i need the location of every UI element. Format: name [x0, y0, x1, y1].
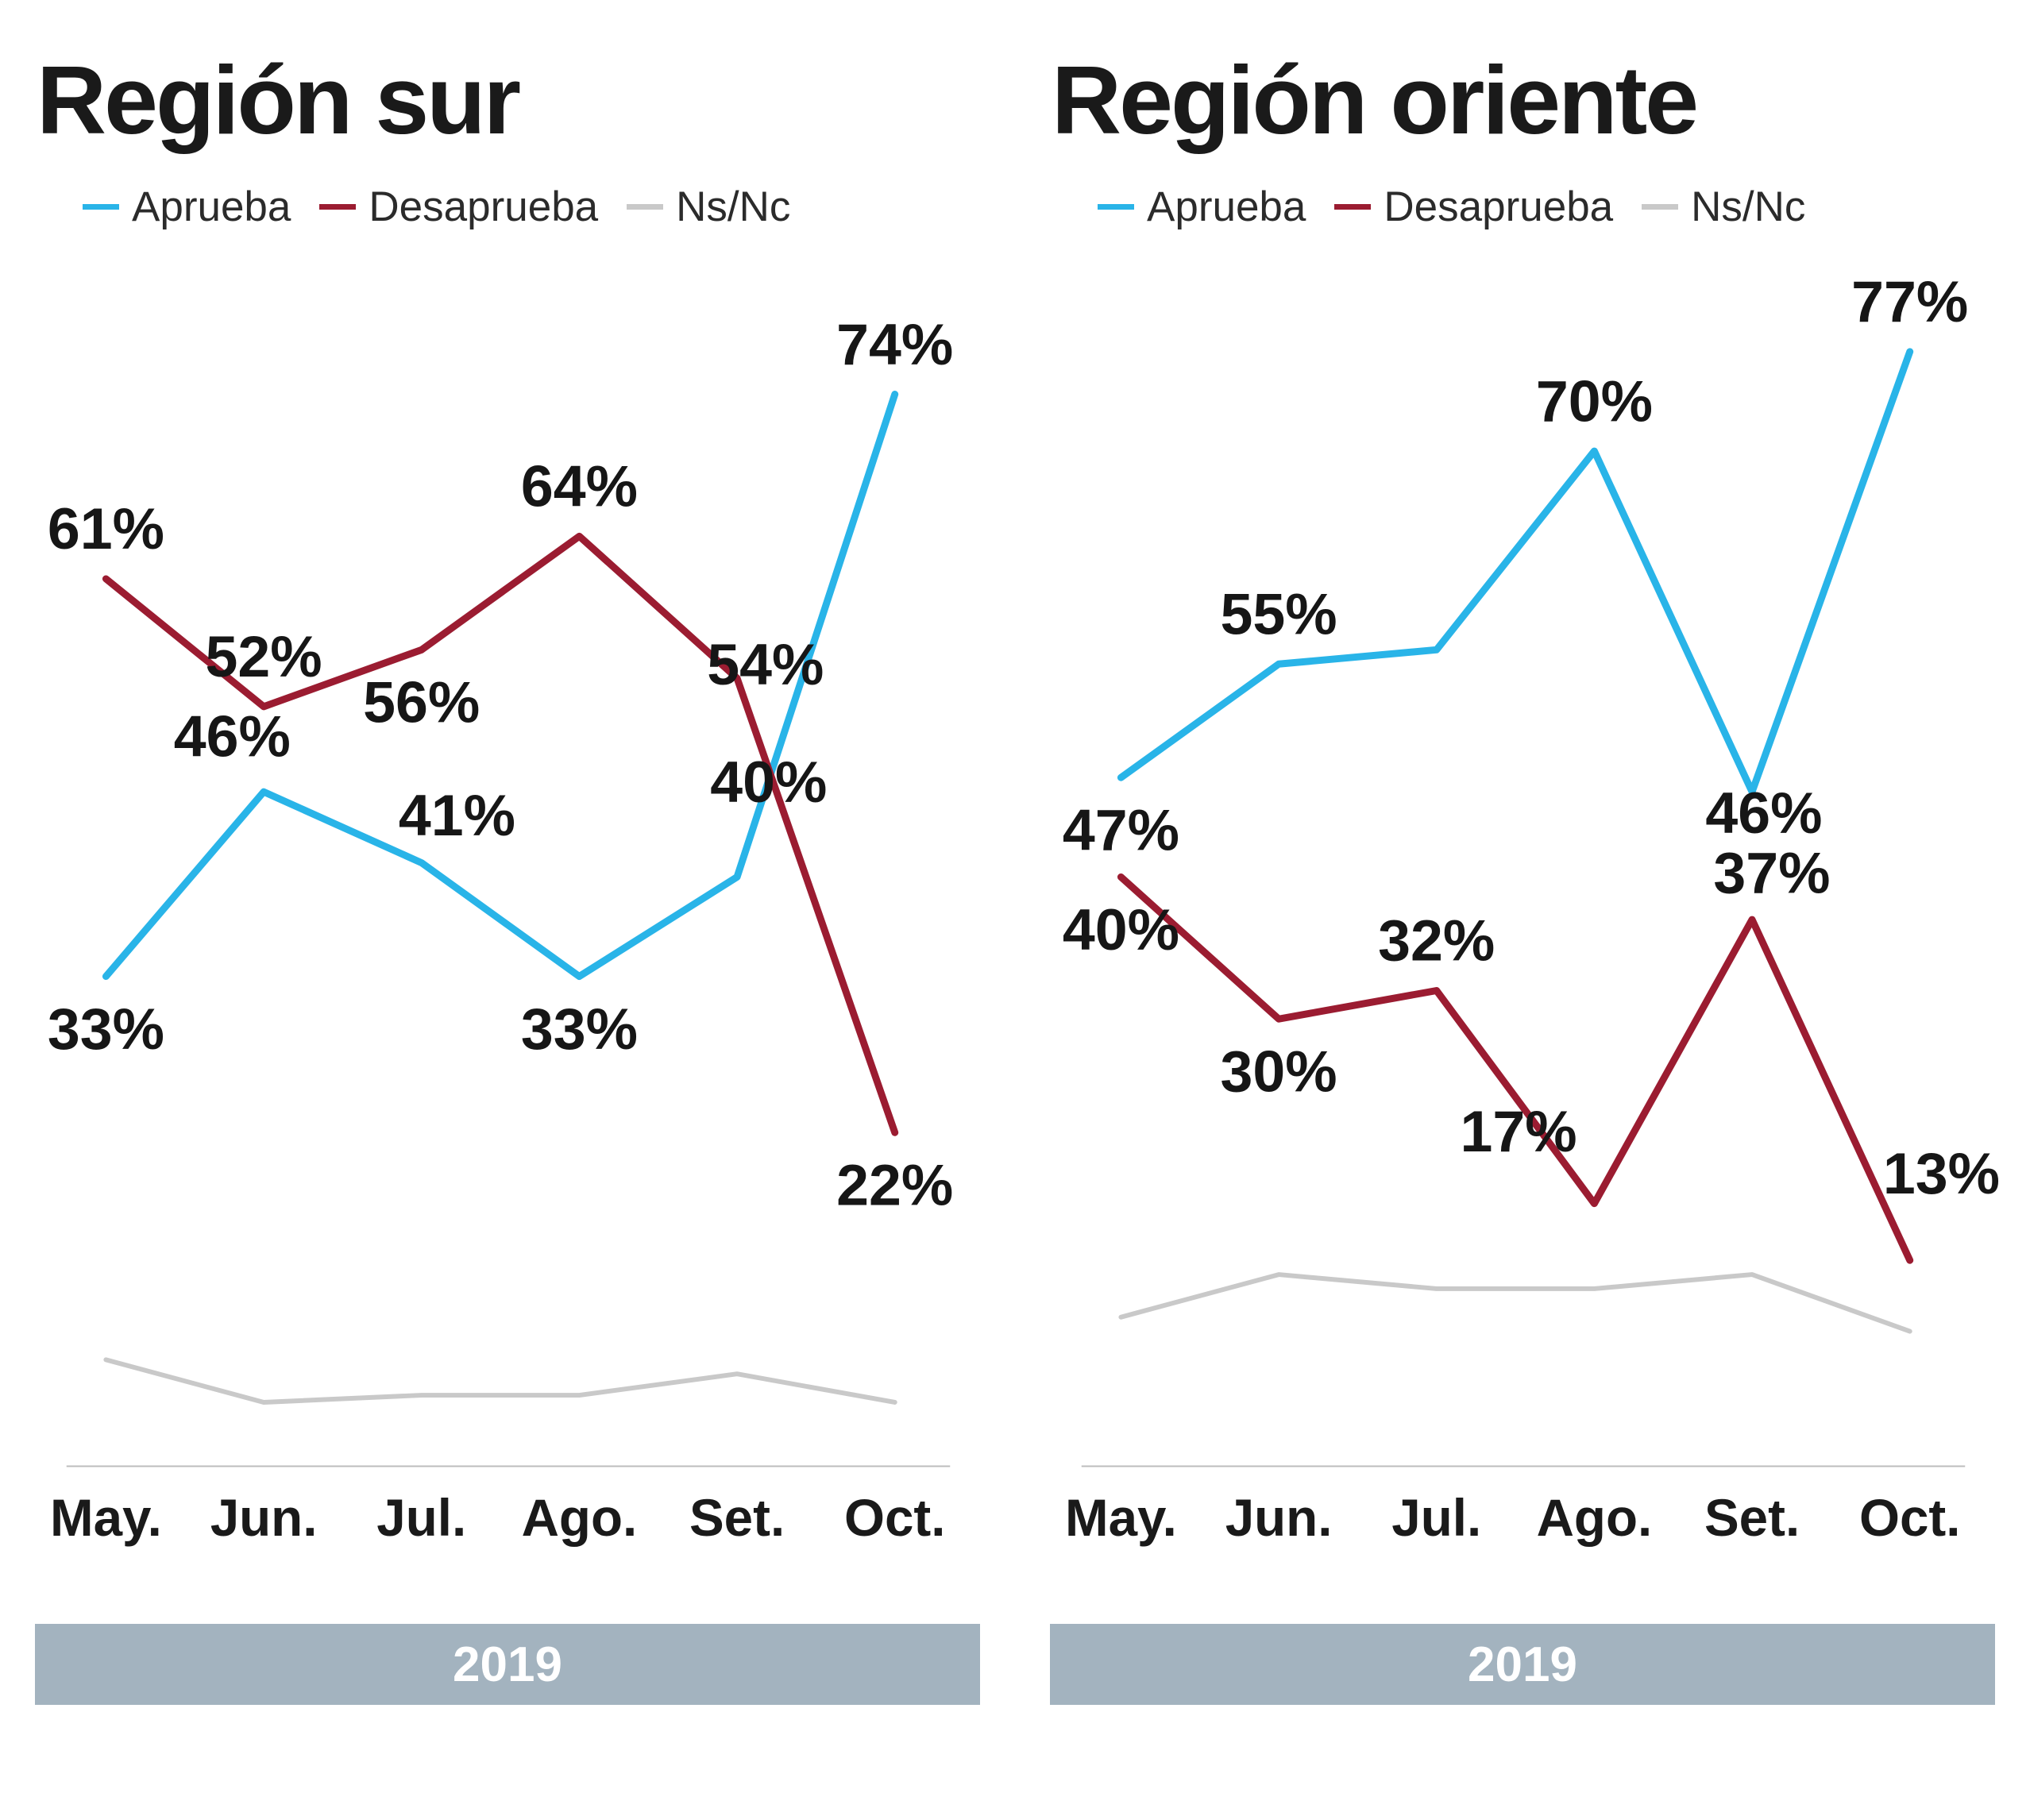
line-chart-region-sur: May. Jun. Jul. Ago. Set. Oct. 33% 46% 41% 33% 40% 7… — [48, 311, 953, 1547]
x-axis-label: Jun. — [210, 1489, 318, 1547]
data-label: 30% — [1221, 1039, 1337, 1105]
legend-item-aprueba: Aprueba — [83, 183, 291, 231]
x-axis-label: Set. — [1704, 1489, 1800, 1547]
data-label: 40% — [1063, 897, 1179, 962]
data-label: 74% — [836, 311, 953, 377]
data-label: 37% — [1713, 839, 1830, 905]
data-label: 33% — [521, 996, 638, 1062]
series-line-desaprueba — [102, 532, 899, 1136]
legend-item-desaprueba: Desaprueba — [1334, 183, 1613, 231]
data-label: 32% — [1378, 908, 1495, 974]
chart-region-sur: Región sur Aprueba Desaprueba Ns/Nc May.… — [0, 29, 1015, 1706]
data-label: 40% — [710, 749, 827, 815]
year-band: 2019 — [35, 1624, 980, 1706]
data-label: 41% — [399, 782, 515, 848]
legend-line-swatch-nsnc — [627, 204, 664, 210]
chart-title: Región oriente — [1052, 46, 1699, 154]
data-label: 47% — [1063, 797, 1179, 863]
legend-label-desaprueba: Desaprueba — [1384, 183, 1614, 231]
data-label: 52% — [206, 623, 322, 689]
data-label: 46% — [1705, 780, 1822, 846]
data-label: 64% — [521, 453, 638, 519]
chart-region-oriente: Región oriente Aprueba Desaprueba Ns/Nc … — [1015, 29, 2030, 1706]
legend-item-aprueba: Aprueba — [1098, 183, 1306, 231]
year-band: 2019 — [1050, 1624, 1995, 1706]
x-axis-label: Oct. — [844, 1489, 945, 1547]
legend-label-nsnc: Ns/Nc — [1691, 183, 1806, 231]
legend-item-nsnc: Ns/Nc — [627, 183, 790, 231]
data-label: 13% — [1883, 1140, 2000, 1206]
series-line-nsnc — [103, 1357, 897, 1405]
series-line-aprueba — [1117, 348, 1914, 796]
legend-line-swatch-desaprueba — [1334, 204, 1372, 210]
x-axis-label: Jul. — [1391, 1489, 1481, 1547]
x-axis-label: Ago. — [1537, 1489, 1653, 1547]
data-label: 54% — [707, 631, 824, 697]
data-label: 77% — [1851, 268, 1968, 334]
legend-line-swatch-aprueba — [1098, 204, 1134, 210]
data-label: 33% — [48, 996, 164, 1062]
series-line-nsnc — [1118, 1272, 1912, 1334]
data-label: 56% — [363, 669, 480, 735]
chart-legend: Aprueba Desaprueba Ns/Nc — [83, 183, 980, 231]
data-label: 22% — [836, 1152, 953, 1218]
x-axis-label: Jun. — [1225, 1489, 1333, 1547]
series-line-desaprueba — [1117, 873, 1914, 1264]
legend-item-desaprueba: Desaprueba — [319, 183, 598, 231]
data-label: 70% — [1536, 368, 1653, 434]
x-axis-label: Ago. — [522, 1489, 638, 1547]
legend-label-nsnc: Ns/Nc — [676, 183, 791, 231]
chart-legend: Aprueba Desaprueba Ns/Nc — [1098, 183, 1995, 231]
x-axis-label: Set. — [689, 1489, 785, 1547]
x-axis-label: May. — [50, 1489, 162, 1547]
series-line-aprueba — [102, 391, 899, 981]
legend-label-aprueba: Aprueba — [1147, 183, 1306, 231]
data-label: 55% — [1221, 581, 1337, 647]
legend-label-desaprueba: Desaprueba — [369, 183, 599, 231]
legend-line-swatch-desaprueba — [319, 204, 357, 210]
x-axis-label: Jul. — [376, 1489, 466, 1547]
legend-label-aprueba: Aprueba — [132, 183, 291, 231]
data-label: 46% — [174, 704, 291, 769]
legend-item-nsnc: Ns/Nc — [1642, 183, 1805, 231]
legend-line-swatch-aprueba — [83, 204, 119, 210]
x-axis-label: May. — [1065, 1489, 1177, 1547]
x-axis-label: Oct. — [1859, 1489, 1960, 1547]
line-chart-region-oriente: May. Jun. Jul. Ago. Set. Oct. 47% 55% 70% 46% 77% 4… — [1063, 268, 2000, 1547]
data-label: 61% — [48, 495, 164, 561]
data-label: 17% — [1460, 1098, 1577, 1164]
legend-line-swatch-nsnc — [1642, 204, 1679, 210]
chart-title: Región sur — [37, 46, 521, 154]
